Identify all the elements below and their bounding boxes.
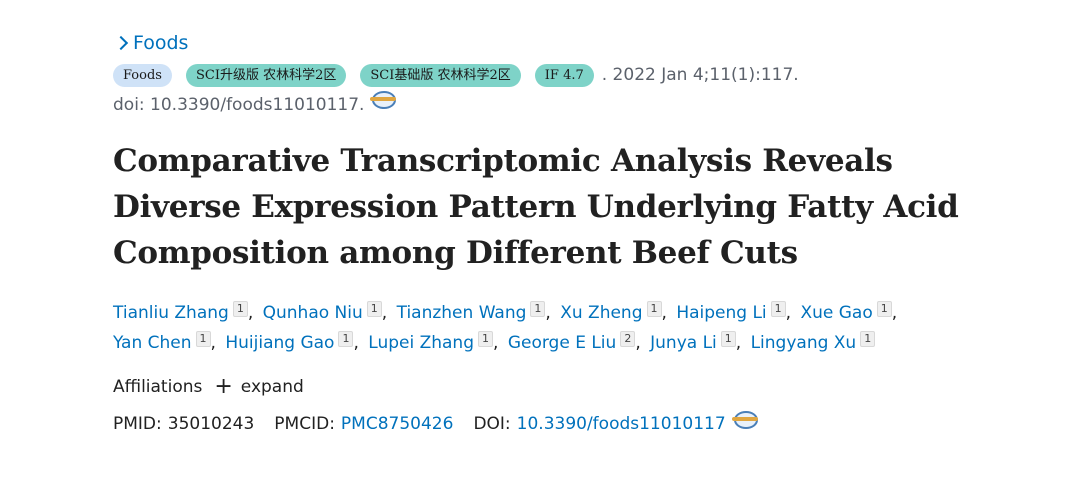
author-item: Xue Gao 1, (800, 301, 898, 323)
author-link[interactable]: Tianliu Zhang (113, 303, 229, 323)
plus-icon: + (214, 374, 233, 399)
author-link[interactable]: Haipeng Li (676, 303, 767, 323)
expand-affiliations-button[interactable]: + expand (214, 374, 304, 399)
author-link[interactable]: Lingyang Xu (750, 333, 857, 353)
author-item: George E Liu 2, (507, 331, 641, 353)
citation-meta: Foods SCI升级版 农林科学2区 SCI基础版 农林科学2区 IF 4.7… (113, 62, 1013, 88)
affiliation-ref[interactable]: 1 (478, 331, 493, 347)
affiliations-row: Affiliations + expand (113, 374, 1013, 400)
article-header: Foods Foods SCI升级版 农林科学2区 SCI基础版 农林科学2区 … (113, 30, 1013, 437)
author-link[interactable]: Lupei Zhang (368, 333, 474, 353)
expand-label: expand (240, 377, 304, 397)
journal-tag[interactable]: Foods (113, 63, 172, 87)
identifier-row: PMID: 35010243 PMCID: PMC8750426 DOI: 10… (113, 411, 1013, 437)
affiliation-ref[interactable]: 1 (338, 331, 354, 347)
sci-upgrade-tag[interactable]: SCI升级版 农林科学2区 (185, 63, 347, 87)
author-link[interactable]: Tianzhen Wang (396, 303, 527, 323)
author-item: Huijiang Gao 1, (225, 331, 359, 353)
author-item: Junya Li 1, (650, 331, 742, 353)
author-list: Tianliu Zhang 1, Qunhao Niu 1, Tianzhen Wa… (113, 298, 993, 358)
author-item: Tianliu Zhang 1, (113, 301, 254, 323)
author-item: Lingyang Xu 1 (750, 331, 876, 353)
doi-label: DOI: (473, 414, 511, 434)
affiliation-ref[interactable]: 1 (646, 301, 662, 317)
author-link[interactable]: Yan Chen (113, 333, 192, 353)
globe-link-icon[interactable] (731, 409, 758, 429)
pmcid-label: PMCID: (274, 414, 335, 434)
impact-factor-tag[interactable]: IF 4.7 (534, 63, 594, 87)
affiliation-ref[interactable]: 2 (620, 331, 636, 347)
author-link[interactable]: Qunhao Niu (262, 303, 363, 323)
affiliation-ref[interactable]: 1 (770, 301, 786, 317)
affiliation-ref[interactable]: 1 (860, 331, 876, 347)
author-link[interactable]: Xue Gao (800, 303, 873, 323)
author-link[interactable]: Junya Li (650, 333, 717, 353)
affiliation-ref[interactable]: 1 (530, 301, 546, 317)
author-link[interactable]: Huijiang Gao (225, 333, 335, 353)
citation-text: . 2022 Jan 4;11(1):117. (601, 65, 799, 85)
author-item: Tianzhen Wang 1, (396, 301, 551, 323)
affiliation-ref[interactable]: 1 (876, 301, 892, 317)
doi-line-text: doi: 10.3390/foods11010117. (113, 95, 365, 115)
author-item: Yan Chen 1, (113, 331, 216, 353)
pmcid-link[interactable]: PMC8750426 (340, 414, 454, 434)
globe-link-icon[interactable] (370, 89, 397, 109)
doi-link[interactable]: 10.3390/foods11010117 (516, 414, 726, 434)
journal-link-label: Foods (133, 32, 189, 54)
pmid-value: 35010243 (167, 414, 255, 434)
pmid-label: PMID: (113, 414, 162, 434)
doi-line: doi: 10.3390/foods11010117. (113, 89, 1013, 118)
author-item: Qunhao Niu 1, (262, 301, 388, 323)
article-title: Comparative Transcriptomic Analysis Reve… (113, 143, 959, 271)
affiliation-ref[interactable]: 1 (366, 301, 382, 317)
journal-link[interactable]: Foods (113, 30, 188, 56)
affiliation-ref[interactable]: 1 (195, 331, 211, 347)
affiliation-ref[interactable]: 1 (232, 301, 248, 317)
affiliation-ref[interactable]: 1 (720, 331, 736, 347)
author-link[interactable]: Xu Zheng (560, 303, 643, 323)
chevron-right-icon (113, 33, 133, 53)
author-item: Xu Zheng 1, (560, 301, 667, 323)
author-item: Haipeng Li 1, (676, 301, 792, 323)
author-item: Lupei Zhang 1, (368, 331, 499, 353)
author-link[interactable]: George E Liu (507, 333, 617, 353)
affiliations-label: Affiliations (113, 377, 203, 397)
sci-basic-tag[interactable]: SCI基础版 农林科学2区 (360, 63, 521, 87)
